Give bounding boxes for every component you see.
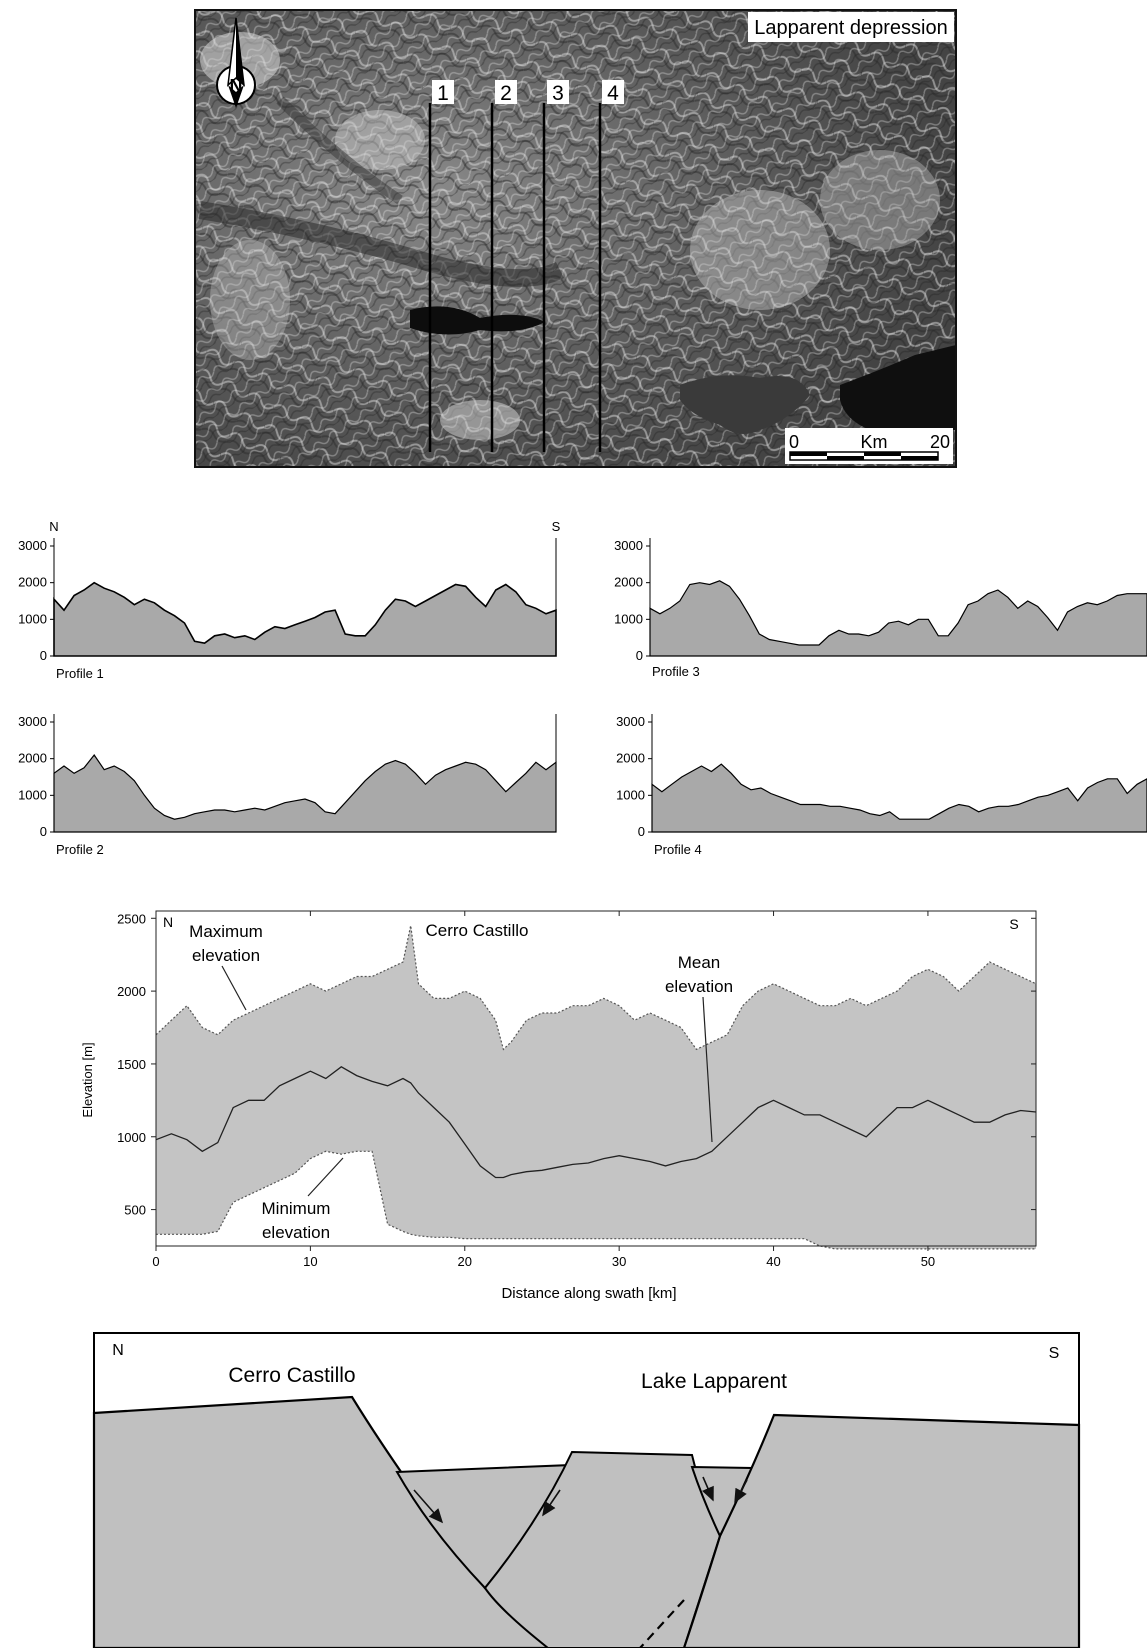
dashed-fault bbox=[639, 1599, 685, 1648]
scale-unit: Km bbox=[861, 432, 888, 452]
profile-line-label: 3 bbox=[552, 82, 564, 105]
series-minimum-elevation bbox=[156, 1150, 1036, 1250]
profile-y-tick-label: 0 bbox=[40, 824, 47, 839]
mean-elevation-label: elevation bbox=[665, 977, 733, 996]
section-right-label: Lake Lapparent bbox=[641, 1370, 787, 1393]
swath-y-tick-label: 2500 bbox=[117, 911, 146, 926]
max-elevation-leader bbox=[221, 965, 247, 1011]
profile-2-label: Profile 2 bbox=[56, 842, 104, 857]
profile-lines bbox=[428, 103, 602, 452]
profile-y-tick-label: 1000 bbox=[616, 787, 645, 802]
profile-y-tick-label: 2000 bbox=[18, 751, 47, 766]
profile-line-label: 1 bbox=[437, 82, 449, 105]
swath-x-tick-label: 20 bbox=[458, 1254, 472, 1269]
swath-ylabel: Elevation [m] bbox=[80, 1042, 95, 1117]
swath-y-tick-label: 2000 bbox=[117, 984, 146, 999]
north-arrow-label: N bbox=[230, 76, 243, 96]
profile-y-tick-label: 0 bbox=[636, 648, 643, 663]
profile-3-area bbox=[649, 580, 1147, 657]
profile-y-tick-label: 3000 bbox=[616, 714, 645, 729]
profile-y-tick-label: 1000 bbox=[18, 787, 47, 802]
scale-bar: 0 Km 20 bbox=[785, 428, 953, 464]
min-elevation-label: elevation bbox=[262, 1223, 330, 1242]
swath-x-tick-label: 10 bbox=[303, 1254, 317, 1269]
profile-y-tick-label: 3000 bbox=[18, 714, 47, 729]
peak-label: Cerro Castillo bbox=[426, 921, 529, 940]
section-south-label: S bbox=[1049, 1345, 1060, 1362]
swath-y-tick-label: 500 bbox=[124, 1203, 146, 1218]
profile-y-tick-label: 2000 bbox=[614, 575, 643, 590]
profile-y-tick-label: 2000 bbox=[616, 751, 645, 766]
profile-y-tick-label: 1000 bbox=[614, 611, 643, 626]
profile-north-label: N bbox=[49, 519, 58, 534]
max-elevation-label: elevation bbox=[192, 946, 260, 965]
scale-end: 20 bbox=[930, 432, 950, 452]
satellite-map: 1 2 3 4 Lapparent depression N 0 Km 20 bbox=[194, 9, 957, 468]
profile-panels: N S 0 1000 2000 3000 Profile 1 0 1000 2000 300… bbox=[18, 519, 1147, 857]
profile-y-tick-label: 3000 bbox=[614, 538, 643, 553]
mean-elevation-leader bbox=[702, 996, 713, 1143]
profile-y-tick-label: 0 bbox=[40, 648, 47, 663]
profile-line-labels: 1 2 3 4 bbox=[432, 80, 624, 105]
max-elevation-label: Maximum bbox=[189, 922, 263, 941]
profile-south-label: S bbox=[552, 519, 561, 534]
swath-xlabel: Distance along swath [km] bbox=[501, 1285, 676, 1302]
mean-elevation-label: Mean bbox=[678, 953, 721, 972]
section-left-label: Cerro Castillo bbox=[228, 1364, 355, 1387]
scale-start: 0 bbox=[789, 432, 799, 452]
profile-4-area bbox=[651, 763, 1147, 833]
min-elevation-leader bbox=[307, 1157, 344, 1197]
cross-section: N S Cerro Castillo Lake Lapparent bbox=[92, 1332, 1081, 1648]
profile-line-label: 2 bbox=[500, 82, 512, 105]
profile-1-label: Profile 1 bbox=[56, 666, 104, 681]
swath-y-tick-label: 1000 bbox=[117, 1130, 146, 1145]
profile-panel-3: 0 1000 2000 3000 Profile 3 bbox=[614, 538, 1147, 679]
swath-x-tick-label: 30 bbox=[612, 1254, 626, 1269]
swath-x-tick-label: 40 bbox=[766, 1254, 780, 1269]
swath-x-tick-label: 0 bbox=[152, 1254, 159, 1269]
profile-1-area bbox=[53, 581, 557, 657]
fault-arrow-icon bbox=[542, 1489, 561, 1517]
swath-south-label: S bbox=[1009, 916, 1018, 932]
map-title: Lapparent depression bbox=[754, 17, 947, 39]
swath-y-tick-label: 1500 bbox=[117, 1057, 146, 1072]
fault-arrow-icon bbox=[734, 1479, 748, 1504]
profile-panel-1: 0 1000 2000 3000 Profile 1 bbox=[18, 538, 557, 681]
profile-4-label: Profile 4 bbox=[654, 842, 702, 857]
section-north-label: N bbox=[112, 1342, 124, 1359]
profile-3-label: Profile 3 bbox=[652, 664, 700, 679]
block-lake-lapparent bbox=[682, 1413, 1081, 1648]
north-arrow-icon: N bbox=[216, 17, 256, 108]
fault-arrow-icon bbox=[413, 1489, 444, 1524]
profile-y-tick-label: 2000 bbox=[18, 575, 47, 590]
profile-2-area bbox=[53, 753, 557, 833]
profile-panel-2: 0 1000 2000 3000 Profile 2 bbox=[18, 714, 557, 857]
swath-profile-chart: 500 1000 1500 2000 2500 0 10 20 30 40 50 N S Maxim… bbox=[80, 910, 1037, 1302]
swath-x-tick-label: 50 bbox=[921, 1254, 935, 1269]
profile-y-tick-label: 0 bbox=[638, 824, 645, 839]
series-maximum-elevation bbox=[155, 925, 1037, 1051]
profile-line-label: 4 bbox=[607, 82, 619, 105]
swath-plot-frame bbox=[155, 910, 1037, 1247]
profile-y-tick-label: 3000 bbox=[18, 538, 47, 553]
series-mean-elevation bbox=[155, 1066, 1037, 1179]
swath-north-label: N bbox=[163, 914, 173, 930]
min-elevation-label: Minimum bbox=[262, 1199, 331, 1218]
fault-arrow-icon bbox=[702, 1476, 714, 1502]
profile-panel-4: 0 1000 2000 3000 Profile 4 bbox=[616, 714, 1147, 857]
profile-y-tick-label: 1000 bbox=[18, 611, 47, 626]
